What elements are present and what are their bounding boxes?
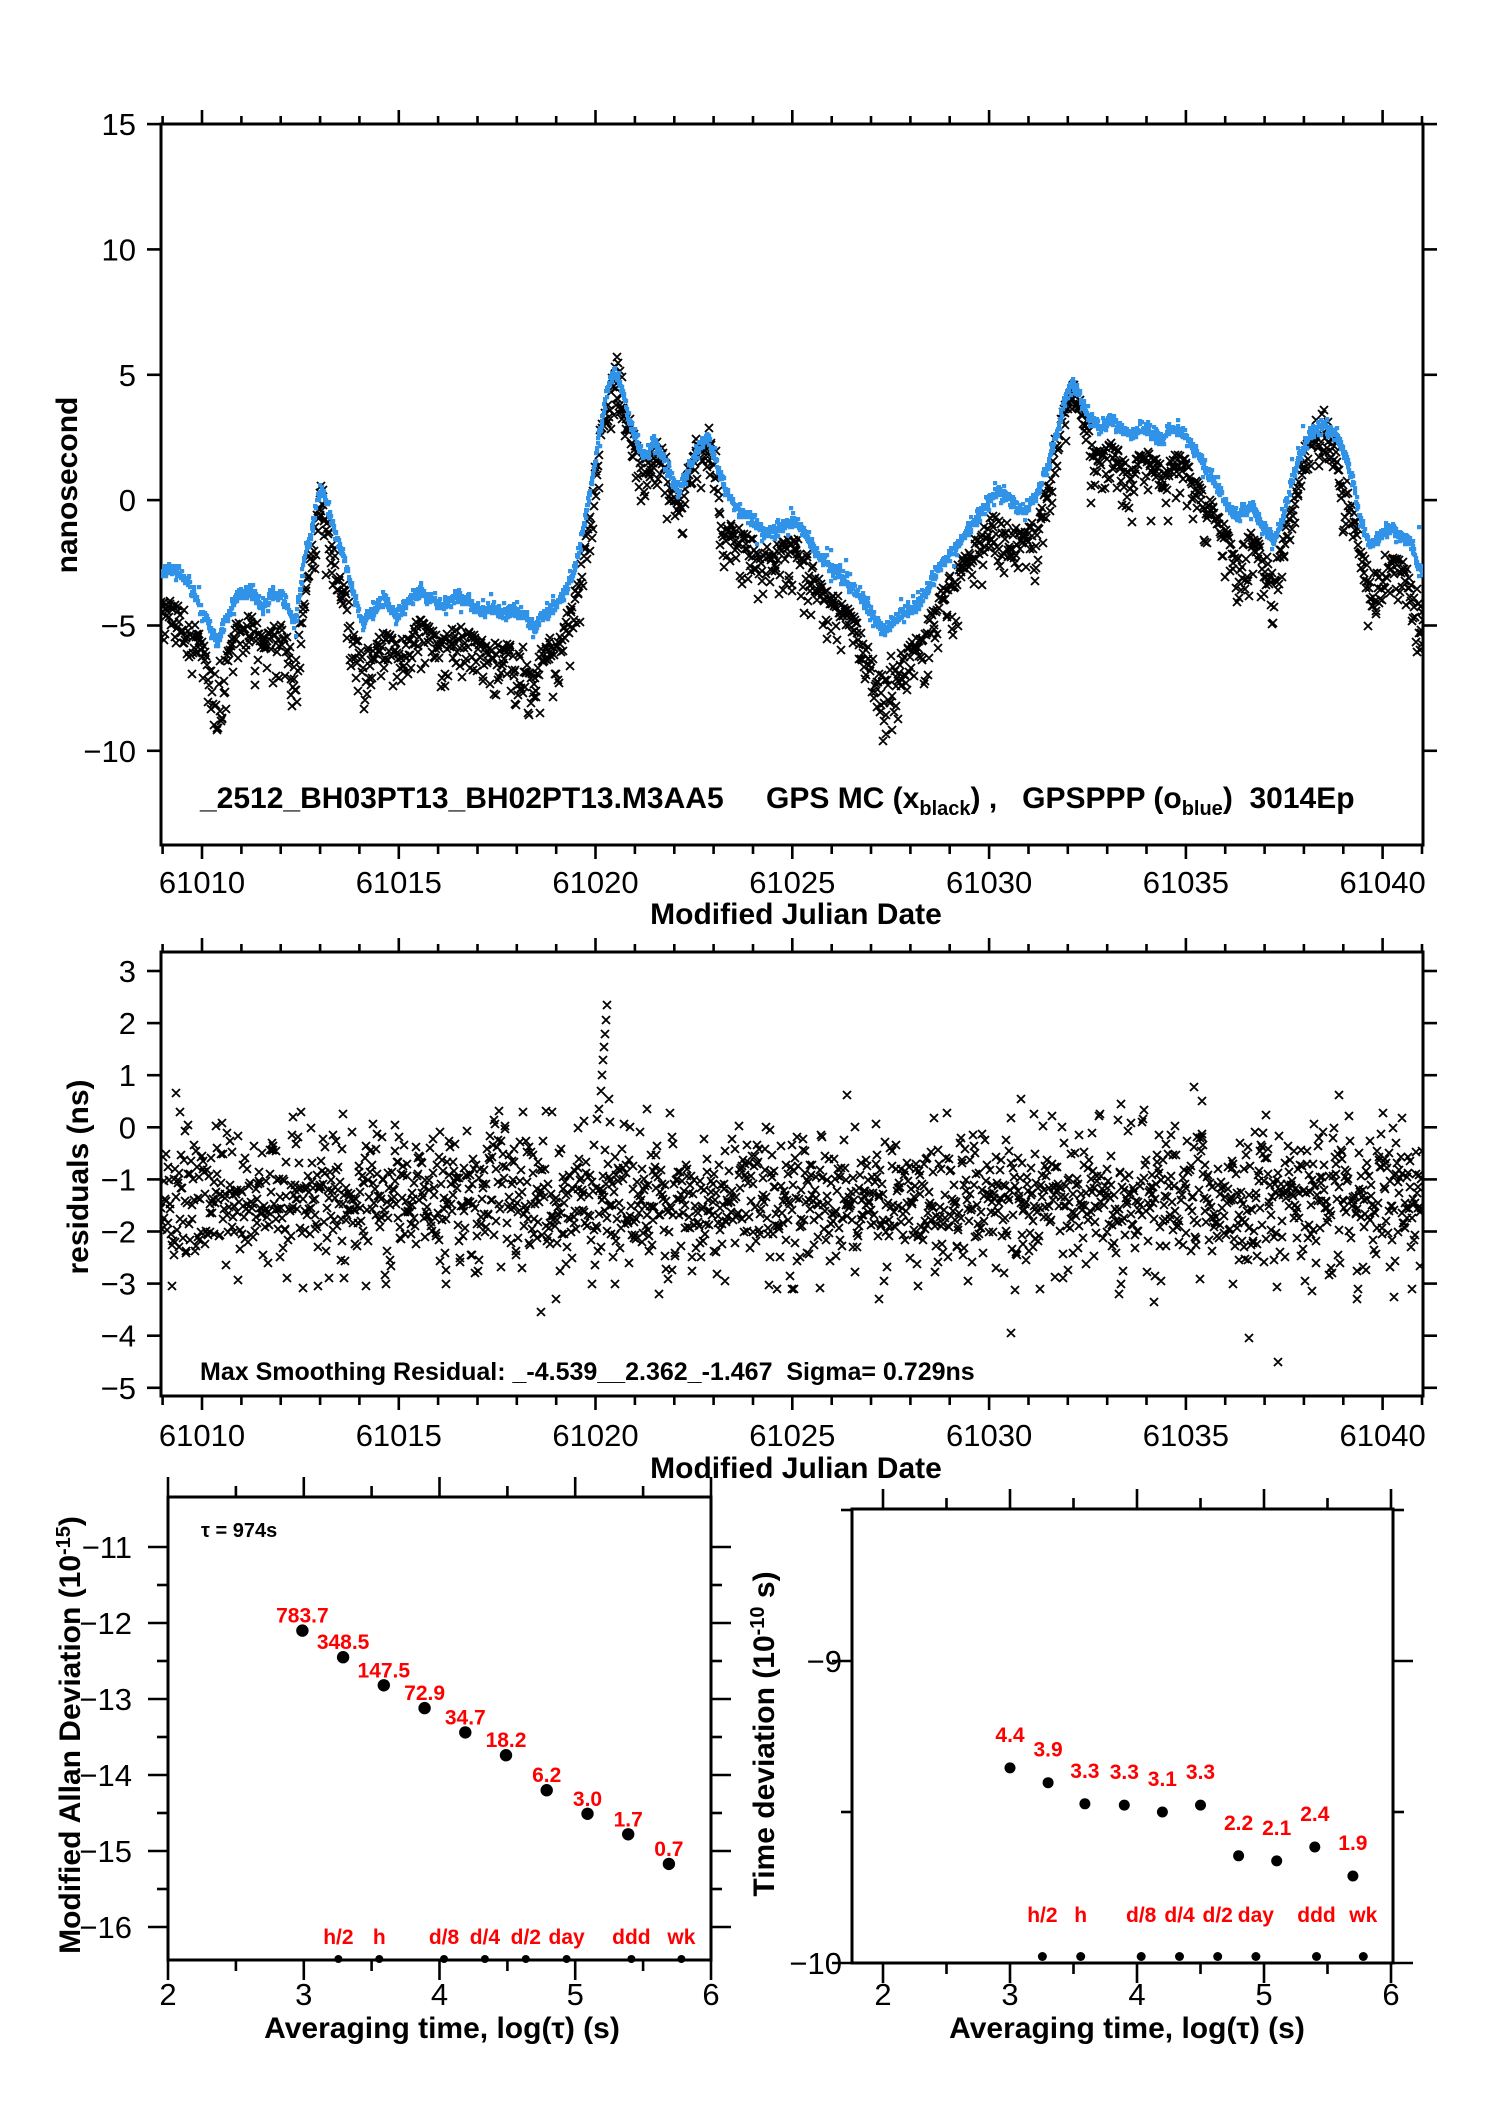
svg-text:−3: −3 — [101, 1267, 136, 1302]
svg-text:h/2: h/2 — [1027, 1904, 1057, 1927]
svg-text:6: 6 — [702, 1977, 719, 2012]
svg-text:348.5: 348.5 — [317, 1631, 370, 1654]
svg-text:Max Smoothing Residual: _-4.53: Max Smoothing Residual: _-4.539__2.362_-… — [200, 1358, 975, 1386]
svg-text:10: 10 — [102, 232, 136, 267]
svg-text:147.5: 147.5 — [358, 1659, 411, 1682]
svg-text:0: 0 — [119, 483, 136, 518]
svg-text:−1: −1 — [101, 1162, 136, 1197]
svg-text:5: 5 — [1255, 1977, 1272, 2012]
svg-text:1.9: 1.9 — [1338, 1832, 1367, 1855]
svg-text:61030: 61030 — [946, 1418, 1032, 1453]
svg-text:61015: 61015 — [356, 865, 442, 900]
svg-text:−13: −13 — [79, 1682, 132, 1717]
svg-text:61025: 61025 — [749, 1418, 835, 1453]
svg-text:−14: −14 — [79, 1758, 132, 1793]
svg-text:τ = 974s: τ = 974s — [201, 1520, 277, 1542]
svg-text:0.7: 0.7 — [654, 1838, 683, 1861]
svg-text:61020: 61020 — [552, 865, 638, 900]
svg-text:d/2: d/2 — [1203, 1904, 1233, 1927]
svg-text:3.3: 3.3 — [1070, 1760, 1099, 1783]
svg-text:18.2: 18.2 — [486, 1729, 527, 1752]
svg-text:2: 2 — [119, 1006, 136, 1041]
svg-text:−15: −15 — [79, 1834, 132, 1869]
svg-text:residuals (ns): residuals (ns) — [62, 1079, 95, 1274]
svg-text:Averaging time, log(τ) (s): Averaging time, log(τ) (s) — [264, 2012, 620, 2045]
svg-text:−16: −16 — [79, 1910, 132, 1945]
svg-text:15: 15 — [102, 107, 136, 142]
svg-text:3: 3 — [1001, 1977, 1018, 2012]
svg-text:−10: −10 — [789, 1946, 842, 1981]
svg-text:1: 1 — [119, 1058, 136, 1093]
svg-text:5: 5 — [119, 358, 136, 393]
svg-text:wk: wk — [1348, 1904, 1377, 1927]
svg-text:ddd: ddd — [612, 1926, 650, 1949]
svg-text:61040: 61040 — [1339, 1418, 1425, 1453]
svg-text:0: 0 — [119, 1110, 136, 1145]
svg-text:61025: 61025 — [749, 865, 835, 900]
svg-text:h: h — [373, 1926, 386, 1949]
svg-text:day: day — [549, 1926, 586, 1949]
svg-text:−5: −5 — [101, 609, 136, 644]
svg-text:3.0: 3.0 — [573, 1788, 602, 1811]
svg-text:2.1: 2.1 — [1262, 1817, 1292, 1840]
svg-text:d/8: d/8 — [1126, 1904, 1157, 1927]
svg-text:−9: −9 — [807, 1644, 842, 1679]
svg-text:h: h — [1074, 1904, 1087, 1927]
svg-text:61040: 61040 — [1339, 865, 1425, 900]
svg-text:−4: −4 — [101, 1319, 136, 1354]
svg-text:4: 4 — [1128, 1977, 1145, 2012]
svg-text:783.7: 783.7 — [276, 1605, 329, 1628]
svg-text:d/8: d/8 — [429, 1926, 460, 1949]
svg-text:5: 5 — [567, 1977, 584, 2012]
svg-text:−10: −10 — [83, 734, 136, 769]
svg-text:day: day — [1238, 1904, 1275, 1927]
svg-text:Averaging time, log(τ) (s): Averaging time, log(τ) (s) — [949, 2012, 1305, 2045]
svg-text:h/2: h/2 — [323, 1926, 353, 1949]
svg-text:3.3: 3.3 — [1110, 1761, 1139, 1784]
svg-text:ddd: ddd — [1297, 1904, 1335, 1927]
svg-text:61030: 61030 — [946, 865, 1032, 900]
svg-text:Modified Julian Date: Modified Julian Date — [650, 898, 942, 931]
svg-text:2: 2 — [159, 1977, 176, 2012]
svg-text:61010: 61010 — [159, 865, 245, 900]
svg-text:6: 6 — [1382, 1977, 1399, 2012]
svg-text:61035: 61035 — [1143, 1418, 1229, 1453]
svg-text:61035: 61035 — [1143, 865, 1229, 900]
svg-text:−12: −12 — [79, 1606, 132, 1641]
svg-text:3.3: 3.3 — [1186, 1761, 1215, 1784]
svg-text:d/2: d/2 — [511, 1926, 541, 1949]
svg-text:4.4: 4.4 — [995, 1724, 1025, 1747]
svg-text:6.2: 6.2 — [532, 1764, 561, 1787]
svg-text:−5: −5 — [101, 1371, 136, 1406]
svg-text:d/4: d/4 — [1164, 1904, 1195, 1927]
svg-text:Modified Allan Deviation (10-1: Modified Allan Deviation (10-15) — [53, 1516, 87, 1954]
svg-text:−2: −2 — [101, 1215, 136, 1250]
svg-text:3.1: 3.1 — [1148, 1768, 1178, 1791]
svg-text:wk: wk — [666, 1926, 695, 1949]
svg-text:2.4: 2.4 — [1300, 1803, 1330, 1826]
svg-text:61020: 61020 — [552, 1418, 638, 1453]
svg-text:2: 2 — [874, 1977, 891, 2012]
svg-text:Modified Julian Date: Modified Julian Date — [650, 1452, 942, 1485]
svg-text:d/4: d/4 — [470, 1926, 501, 1949]
svg-text:1.7: 1.7 — [614, 1808, 643, 1831]
svg-text:72.9: 72.9 — [404, 1682, 445, 1705]
svg-text:−11: −11 — [82, 1530, 132, 1565]
svg-text:2.2: 2.2 — [1224, 1812, 1253, 1835]
svg-text:3: 3 — [119, 954, 136, 989]
svg-text:61015: 61015 — [356, 1418, 442, 1453]
svg-text:3: 3 — [295, 1977, 312, 2012]
svg-text:61010: 61010 — [159, 1418, 245, 1453]
svg-text:nanosecond: nanosecond — [51, 397, 84, 574]
svg-text:34.7: 34.7 — [445, 1706, 486, 1729]
svg-text:3.9: 3.9 — [1033, 1739, 1062, 1762]
svg-text:4: 4 — [431, 1977, 448, 2012]
